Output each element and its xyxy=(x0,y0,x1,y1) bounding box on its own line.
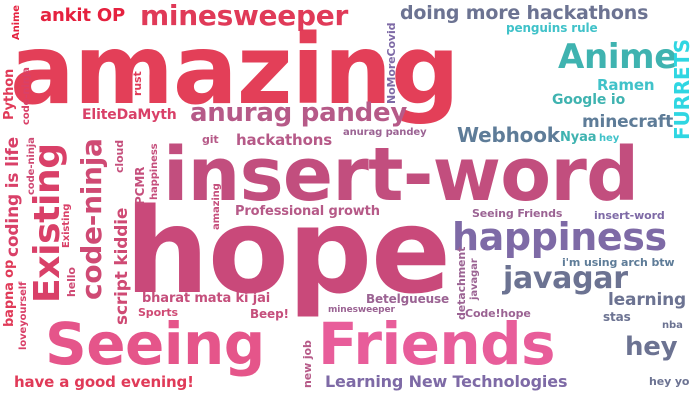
word-seeing: Seeing xyxy=(45,310,265,378)
word-nyaa: Nyaa xyxy=(560,130,597,145)
word-new-job: new job xyxy=(301,340,314,388)
word-nba: nba xyxy=(662,320,683,331)
word-doing-more-hackathons: doing more hackathons xyxy=(400,2,649,24)
word-hackathons: hackathons xyxy=(236,131,333,149)
word-learning: learning xyxy=(608,290,687,310)
word-insert-word-small: insert-word xyxy=(594,209,665,222)
word-minecraft: minecraft xyxy=(582,112,674,132)
word-seeing-friends-small: Seeing Friends xyxy=(472,207,563,220)
word-coding-is-life: coding is life xyxy=(3,136,23,257)
word-script-kiddie: script kiddie xyxy=(112,207,132,325)
word-professional-growth: Professional growth xyxy=(235,204,380,219)
word-anime-small: Anime xyxy=(11,5,22,40)
word-have-a-good-evening: have a good evening! xyxy=(14,373,194,391)
word-javagar: javagar xyxy=(503,261,628,296)
word-amazing: amazing xyxy=(10,14,460,126)
word-furrets: FURRETS xyxy=(670,38,694,140)
word-bapna-op: bapna op xyxy=(2,259,17,327)
word-minesweeper-small: minesweeper xyxy=(328,305,395,315)
word-elitedamyth: EliteDaMyth xyxy=(82,107,177,123)
word-loveyourself: loveyourself xyxy=(18,281,29,350)
word-penguins-rule: penguins rule xyxy=(506,21,598,35)
word-anurag-pandey: anurag pandey xyxy=(190,98,408,128)
word-sports: Sports xyxy=(138,306,178,319)
word-code-ninja-small: code-ninja xyxy=(21,67,32,125)
word-existing-small: Existing xyxy=(61,203,72,248)
word-hello: hello xyxy=(65,267,78,297)
word-hey: hey xyxy=(625,332,678,362)
word-webhook: Webhook xyxy=(457,123,560,147)
word-anime: Anime xyxy=(558,37,677,77)
word-happiness-small: happiness xyxy=(149,143,160,200)
word-hope: hope xyxy=(125,182,451,320)
word-im-using-arch: i'm using arch btw xyxy=(562,256,675,269)
word-friends: Friends xyxy=(318,310,556,378)
word-code-hope: Code!hope xyxy=(465,307,531,320)
word-learning-new-technologies: Learning New Technologies xyxy=(325,372,568,391)
word-rust: rust xyxy=(131,71,144,96)
word-pcmr: PCMR xyxy=(133,166,147,205)
word-google-io: Google io xyxy=(552,92,626,108)
word-minesweeper: minesweeper xyxy=(140,0,348,32)
word-hey-yo: hey yo xyxy=(649,375,690,388)
word-stas: stas xyxy=(603,310,631,324)
word-cloud: cloud xyxy=(113,139,126,173)
word-ramen: Ramen xyxy=(597,76,655,94)
word-anurag-pandey-small: anurag pandey xyxy=(343,127,427,138)
word-amazing-small: amazing xyxy=(211,183,222,230)
word-insert-word: insert-word xyxy=(163,132,639,218)
word-python: Python xyxy=(2,68,17,120)
word-javagar-small: javagar xyxy=(469,258,480,300)
word-ankit-op: ankit OP xyxy=(40,5,126,26)
word-bharat-mata-ki-jai: bharat mata ki jai xyxy=(142,291,271,306)
word-code-ninja: code-ninja xyxy=(75,138,108,300)
word-happiness: happiness xyxy=(452,215,667,259)
word-hey-small: hey xyxy=(599,133,620,144)
word-git: git xyxy=(202,133,219,146)
word-beep: Beep! xyxy=(250,307,289,321)
word-betelgueuse: Betelgueuse xyxy=(366,292,450,306)
word-nomorecovid: NoMoreCovid xyxy=(385,22,398,104)
